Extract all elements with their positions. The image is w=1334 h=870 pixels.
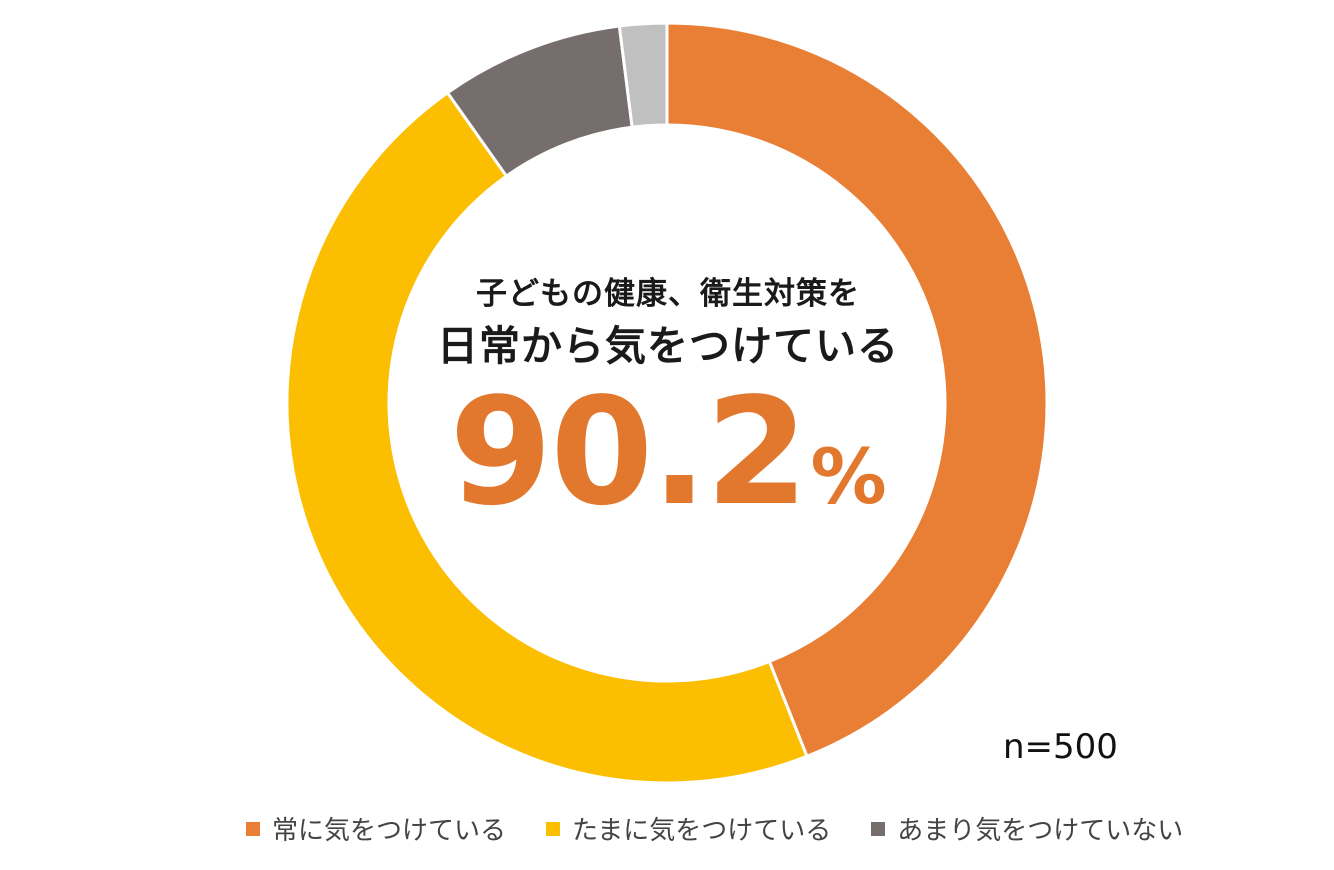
- legend-item-rarely: あまり気をつけていない: [871, 810, 1183, 847]
- center-subtitle: 子どもの健康、衛生対策を: [476, 276, 860, 312]
- legend-item-always: 常に気をつけている: [246, 810, 506, 847]
- center-value-number: 90.2: [449, 366, 808, 538]
- legend-swatch-always: [246, 821, 260, 836]
- donut-slices: [285, 21, 1049, 785]
- center-value: 90.2%: [368, 378, 968, 526]
- sample-size-label: n=500: [1003, 727, 1118, 767]
- legend: 常に気をつけている たまに気をつけている あまり気をつけていない: [246, 810, 1183, 847]
- legend-item-sometimes: たまに気をつけている: [546, 810, 831, 847]
- slice-always: [665, 21, 1049, 759]
- slice-sometimes: [285, 90, 809, 785]
- legend-label-always: 常に気をつけている: [272, 816, 507, 846]
- center-value-unit: %: [810, 432, 887, 521]
- legend-label-rarely: あまり気をつけていない: [897, 816, 1184, 846]
- legend-swatch-sometimes: [546, 821, 561, 836]
- legend-label-sometimes: たまに気をつけている: [572, 816, 832, 846]
- slice-other: [617, 21, 669, 129]
- legend-swatch-rarely: [871, 821, 886, 836]
- center-title: 日常から気をつけている: [437, 322, 899, 370]
